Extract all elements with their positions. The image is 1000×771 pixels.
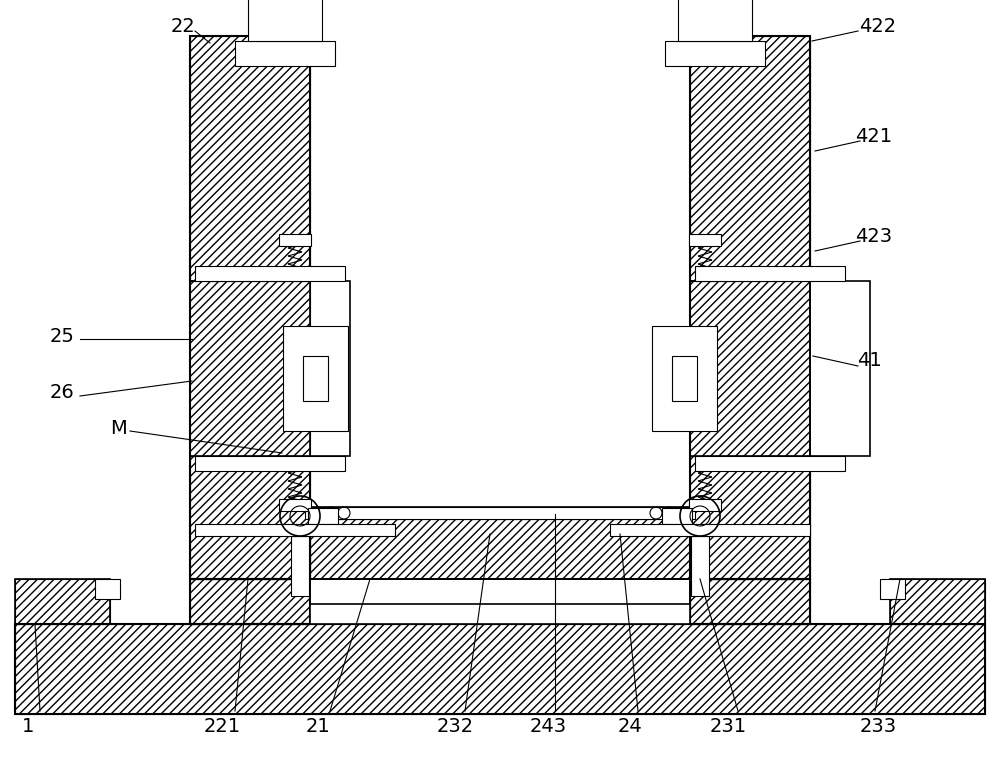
Bar <box>689 234 721 246</box>
Bar <box>695 456 845 471</box>
Bar <box>310 579 690 604</box>
Text: 24: 24 <box>618 716 642 736</box>
Bar <box>690 281 810 456</box>
Text: 221: 221 <box>203 716 241 736</box>
Bar <box>287 0 313 41</box>
Bar <box>689 499 721 511</box>
Bar <box>690 579 810 624</box>
Bar <box>291 536 309 596</box>
Bar <box>690 281 810 456</box>
Bar <box>15 624 985 714</box>
Bar <box>303 356 328 401</box>
Bar <box>195 456 345 471</box>
Bar <box>15 624 985 714</box>
Text: 22: 22 <box>171 16 195 35</box>
Bar <box>690 281 810 456</box>
Text: 232: 232 <box>436 716 474 736</box>
Bar <box>690 579 810 624</box>
Text: 26: 26 <box>50 383 74 402</box>
Bar <box>810 281 870 456</box>
Bar <box>190 36 310 579</box>
Bar <box>691 536 709 596</box>
Bar <box>652 326 717 431</box>
Bar <box>190 281 310 456</box>
Text: M: M <box>110 419 126 437</box>
Bar <box>880 579 905 599</box>
Bar <box>190 579 310 624</box>
Bar <box>310 519 690 579</box>
Bar <box>235 41 335 66</box>
Bar <box>15 579 110 624</box>
Text: 421: 421 <box>855 126 893 146</box>
Bar <box>665 41 765 66</box>
Bar <box>695 0 721 41</box>
Text: 1: 1 <box>22 716 34 736</box>
Bar <box>15 579 110 624</box>
Bar <box>690 36 810 579</box>
Bar <box>662 508 692 524</box>
Bar <box>695 266 845 281</box>
Bar <box>610 524 810 536</box>
Bar <box>279 234 311 246</box>
Text: 231: 231 <box>709 716 747 736</box>
Text: 233: 233 <box>859 716 897 736</box>
Bar <box>248 0 322 41</box>
Bar <box>305 507 695 519</box>
Bar <box>310 579 690 604</box>
Bar <box>283 326 348 431</box>
Bar <box>95 579 120 599</box>
Text: 21: 21 <box>306 716 330 736</box>
Bar <box>195 524 395 536</box>
Bar <box>890 579 985 624</box>
Bar <box>195 266 345 281</box>
Bar <box>690 36 810 579</box>
Bar <box>190 281 310 456</box>
Text: 423: 423 <box>855 227 893 245</box>
Text: 243: 243 <box>529 716 567 736</box>
Bar <box>678 0 752 41</box>
Bar <box>190 579 310 624</box>
Text: 41: 41 <box>857 352 881 371</box>
Bar <box>310 519 690 579</box>
Bar <box>190 36 310 579</box>
Text: 25: 25 <box>50 326 74 345</box>
Bar <box>672 356 697 401</box>
Bar <box>308 508 338 524</box>
Bar <box>279 499 311 511</box>
Bar <box>890 579 985 624</box>
Bar <box>310 579 690 624</box>
Text: 422: 422 <box>859 16 897 35</box>
Bar <box>190 281 350 456</box>
